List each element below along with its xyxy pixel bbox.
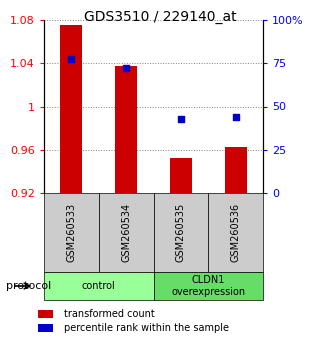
Text: protocol: protocol bbox=[6, 281, 52, 291]
Text: CLDN1
overexpression: CLDN1 overexpression bbox=[171, 275, 245, 297]
Text: GSM260534: GSM260534 bbox=[121, 203, 131, 262]
Text: percentile rank within the sample: percentile rank within the sample bbox=[64, 323, 229, 333]
Text: control: control bbox=[82, 281, 116, 291]
Text: GSM260533: GSM260533 bbox=[66, 203, 76, 262]
Point bbox=[233, 114, 238, 120]
Bar bbox=[60, 25, 82, 193]
Text: GSM260535: GSM260535 bbox=[176, 203, 186, 262]
Point bbox=[178, 117, 183, 122]
Point bbox=[69, 56, 74, 62]
Point bbox=[124, 65, 129, 70]
Text: GSM260536: GSM260536 bbox=[231, 203, 241, 262]
Text: transformed count: transformed count bbox=[64, 309, 155, 319]
Text: GDS3510 / 229140_at: GDS3510 / 229140_at bbox=[84, 10, 236, 24]
Bar bbox=[115, 67, 137, 193]
Bar bbox=[225, 147, 247, 193]
Bar bbox=[170, 158, 192, 193]
